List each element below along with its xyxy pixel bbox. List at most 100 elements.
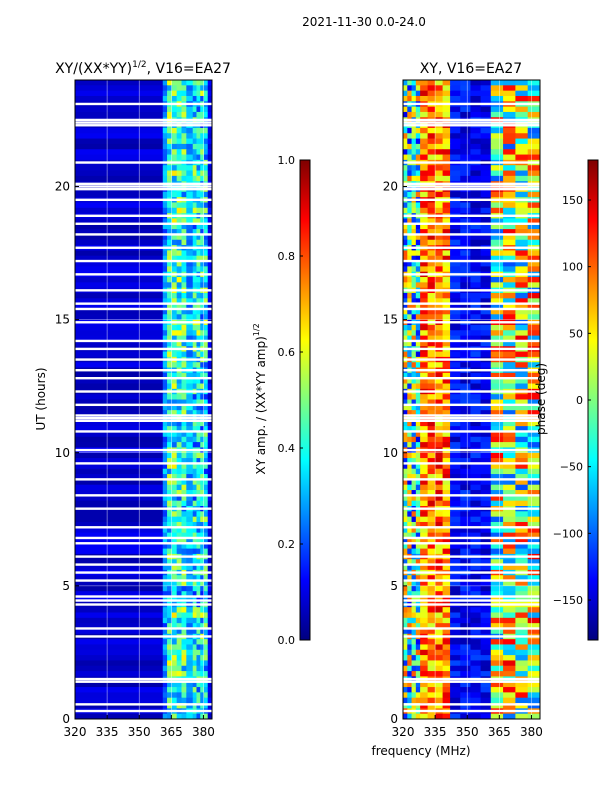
heatmap-cell xyxy=(420,697,429,704)
heatmap-cell xyxy=(480,580,492,587)
heatmap-cell xyxy=(186,127,194,134)
heatmap-cell xyxy=(515,665,529,672)
heatmap-cell xyxy=(203,138,209,145)
heatmap-cell xyxy=(181,149,187,156)
heatmap-cell xyxy=(162,250,168,257)
heatmap-cell xyxy=(411,681,417,688)
heatmap-cell xyxy=(403,543,408,550)
heatmap-cell xyxy=(176,521,183,528)
heatmap-cell xyxy=(442,95,451,102)
heatmap-cell xyxy=(186,495,194,502)
heatmap-cell xyxy=(200,591,205,598)
heatmap-cell xyxy=(515,521,529,528)
heatmap-cell xyxy=(203,474,209,480)
heatmap-cell xyxy=(75,703,164,709)
heatmap-cell xyxy=(515,399,529,406)
heatmap-cell xyxy=(176,671,183,677)
heatmap-cell xyxy=(415,655,421,662)
heatmap-cell xyxy=(427,687,436,693)
heatmap-cell xyxy=(192,378,198,385)
heatmap-cell xyxy=(196,250,201,257)
heatmap-cell xyxy=(407,703,413,709)
heatmap-cell xyxy=(503,490,516,496)
heatmap-cell xyxy=(75,575,164,582)
heatmap-cell xyxy=(515,293,529,299)
heatmap-cell xyxy=(162,607,168,614)
heatmap-cell xyxy=(200,133,205,140)
heatmap-cell xyxy=(415,665,421,672)
heatmap-cell xyxy=(411,133,417,140)
heatmap-cell xyxy=(196,80,201,86)
heatmap-cell xyxy=(75,639,164,646)
heatmap-cell xyxy=(162,298,168,305)
heatmap-cell xyxy=(192,479,198,486)
heatmap-cell xyxy=(460,335,472,342)
heatmap-cell xyxy=(411,303,417,310)
heatmap-cell xyxy=(415,532,421,539)
heatmap-cell xyxy=(162,585,168,592)
heatmap-cell xyxy=(411,351,417,358)
heatmap-cell xyxy=(450,324,461,331)
heatmap-cell xyxy=(181,655,187,662)
heatmap-cell xyxy=(162,479,168,486)
heatmap-cell xyxy=(411,394,417,401)
heatmap-cell xyxy=(415,623,421,630)
heatmap-cell xyxy=(207,143,212,150)
heatmap-cell xyxy=(171,330,178,337)
heatmap-cell xyxy=(470,532,482,539)
heatmap-cell xyxy=(207,191,212,198)
heatmap-cell xyxy=(420,378,429,385)
heatmap-cell xyxy=(192,277,198,283)
heatmap-cell xyxy=(403,410,408,417)
heatmap-cell xyxy=(415,266,421,273)
heatmap-cell xyxy=(192,713,198,719)
flagged-row xyxy=(403,289,540,292)
heatmap-cell xyxy=(442,362,451,369)
heatmap-cell xyxy=(186,452,194,459)
heatmap-cell xyxy=(186,351,194,358)
heatmap-cell xyxy=(207,644,212,651)
heatmap-cell xyxy=(75,660,164,667)
heatmap-cell xyxy=(490,687,504,693)
heatmap-cell xyxy=(503,282,516,289)
heatmap-cell xyxy=(442,399,451,406)
heatmap-cell xyxy=(527,644,540,651)
heatmap-cell xyxy=(200,138,205,145)
heatmap-cell xyxy=(460,154,472,161)
heatmap-cell xyxy=(200,687,205,693)
heatmap-cell xyxy=(192,490,198,496)
heatmap-cell xyxy=(460,623,472,630)
heatmap-cell xyxy=(207,282,212,289)
heatmap-cell xyxy=(196,617,201,624)
heatmap-cell xyxy=(450,255,461,262)
heatmap-cell xyxy=(427,442,436,449)
heatmap-cell xyxy=(435,431,444,438)
heatmap-cell xyxy=(171,362,178,369)
flagged-row xyxy=(403,124,540,127)
heatmap-cell xyxy=(427,154,436,161)
heatmap-cell xyxy=(415,697,421,704)
heatmap-cell xyxy=(460,420,472,427)
heatmap-cell xyxy=(470,218,482,225)
flagged-row xyxy=(403,358,540,361)
heatmap-cell xyxy=(460,250,472,257)
heatmap-cell xyxy=(203,298,209,305)
heatmap-cell xyxy=(450,303,461,310)
heatmap-cell xyxy=(490,671,504,677)
heatmap-cell xyxy=(171,607,178,614)
heatmap-cell xyxy=(442,564,451,571)
heatmap-cell xyxy=(167,95,173,102)
heatmap-cell xyxy=(415,585,421,592)
heatmap-cell xyxy=(192,133,198,140)
heatmap-cell xyxy=(207,639,212,646)
heatmap-cell xyxy=(176,564,183,571)
heatmap-cell xyxy=(480,410,492,417)
heatmap-cell xyxy=(207,149,212,156)
heatmap-cell xyxy=(490,660,504,667)
heatmap-cell xyxy=(503,458,516,464)
heatmap-cell xyxy=(442,111,451,118)
heatmap-cell xyxy=(450,692,461,699)
heatmap-cell xyxy=(527,575,540,582)
heatmap-cell xyxy=(527,85,540,92)
heatmap-cell xyxy=(427,660,436,667)
